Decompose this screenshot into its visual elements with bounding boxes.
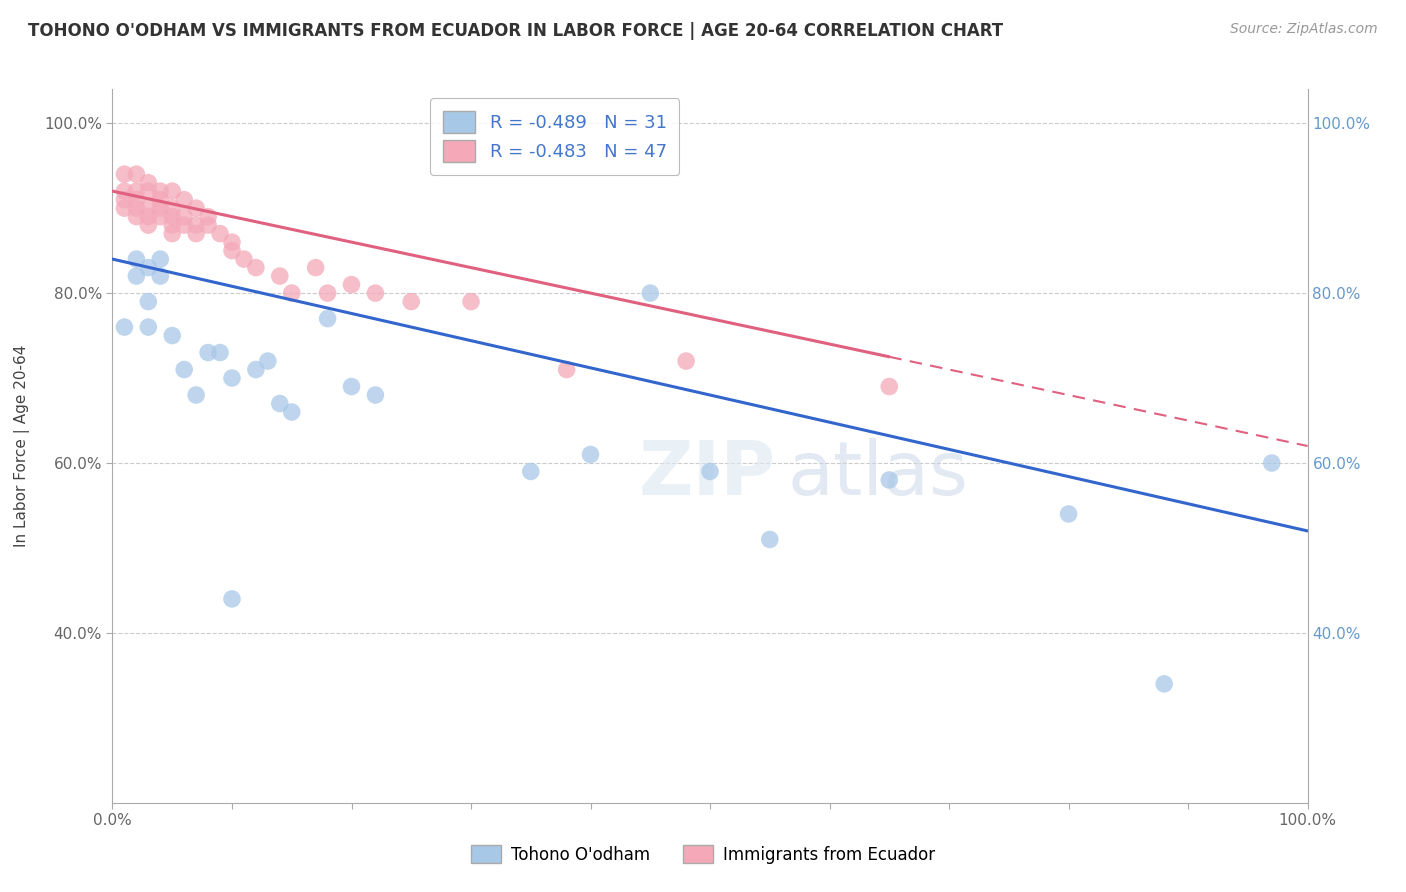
Point bbox=[162, 184, 183, 198]
Point bbox=[173, 218, 195, 232]
Point bbox=[197, 345, 219, 359]
Point bbox=[125, 210, 148, 224]
Point bbox=[186, 388, 208, 402]
Point bbox=[269, 269, 291, 284]
Point bbox=[114, 201, 135, 215]
Point bbox=[125, 167, 148, 181]
Point bbox=[579, 448, 602, 462]
Point bbox=[245, 260, 267, 275]
Point bbox=[125, 252, 148, 266]
Text: TOHONO O'ODHAM VS IMMIGRANTS FROM ECUADOR IN LABOR FORCE | AGE 20-64 CORRELATION: TOHONO O'ODHAM VS IMMIGRANTS FROM ECUADO… bbox=[28, 22, 1004, 40]
Point bbox=[340, 277, 363, 292]
Point bbox=[138, 201, 160, 215]
Point bbox=[138, 218, 160, 232]
Text: Source: ZipAtlas.com: Source: ZipAtlas.com bbox=[1230, 22, 1378, 37]
Point bbox=[209, 345, 232, 359]
Point bbox=[138, 184, 160, 198]
Point bbox=[114, 193, 135, 207]
Point bbox=[759, 533, 782, 547]
Point bbox=[1153, 677, 1175, 691]
Point bbox=[138, 320, 160, 334]
Point bbox=[316, 286, 339, 301]
Point bbox=[879, 473, 901, 487]
Point bbox=[460, 294, 482, 309]
Y-axis label: In Labor Force | Age 20-64: In Labor Force | Age 20-64 bbox=[14, 345, 30, 547]
Point bbox=[149, 210, 172, 224]
Point bbox=[138, 294, 160, 309]
Point bbox=[281, 286, 304, 301]
Point bbox=[138, 176, 160, 190]
Point bbox=[879, 379, 901, 393]
Point bbox=[221, 244, 243, 258]
Point bbox=[162, 201, 183, 215]
Point bbox=[114, 320, 135, 334]
Point bbox=[125, 269, 148, 284]
Point bbox=[149, 269, 172, 284]
Legend: R = -0.489   N = 31, R = -0.483   N = 47: R = -0.489 N = 31, R = -0.483 N = 47 bbox=[430, 98, 679, 175]
Point bbox=[555, 362, 578, 376]
Point bbox=[1261, 456, 1284, 470]
Point bbox=[221, 371, 243, 385]
Point bbox=[640, 286, 662, 301]
Point bbox=[173, 362, 195, 376]
Point bbox=[221, 591, 243, 606]
Point bbox=[209, 227, 232, 241]
Point bbox=[340, 379, 363, 393]
Point bbox=[125, 201, 148, 215]
Point bbox=[162, 227, 183, 241]
Point bbox=[149, 201, 172, 215]
Point bbox=[186, 218, 208, 232]
Point bbox=[1057, 507, 1080, 521]
Point bbox=[173, 210, 195, 224]
Point bbox=[316, 311, 339, 326]
Point bbox=[197, 210, 219, 224]
Point bbox=[221, 235, 243, 249]
Point bbox=[162, 328, 183, 343]
Point bbox=[162, 210, 183, 224]
Point bbox=[149, 252, 172, 266]
Point bbox=[197, 218, 219, 232]
Point bbox=[125, 193, 148, 207]
Point bbox=[114, 184, 135, 198]
Point bbox=[149, 184, 172, 198]
Point bbox=[520, 465, 543, 479]
Legend: Tohono O'odham, Immigrants from Ecuador: Tohono O'odham, Immigrants from Ecuador bbox=[464, 838, 942, 871]
Point bbox=[364, 388, 387, 402]
Point bbox=[173, 193, 195, 207]
Point bbox=[186, 227, 208, 241]
Point bbox=[401, 294, 423, 309]
Point bbox=[699, 465, 721, 479]
Point bbox=[114, 167, 135, 181]
Point bbox=[281, 405, 304, 419]
Point bbox=[149, 193, 172, 207]
Point bbox=[138, 210, 160, 224]
Point bbox=[162, 218, 183, 232]
Point bbox=[269, 396, 291, 410]
Point bbox=[125, 184, 148, 198]
Point bbox=[233, 252, 256, 266]
Text: atlas: atlas bbox=[787, 438, 969, 511]
Point bbox=[257, 354, 280, 368]
Point bbox=[245, 362, 267, 376]
Point bbox=[138, 260, 160, 275]
Text: ZIP: ZIP bbox=[638, 438, 776, 511]
Point bbox=[675, 354, 697, 368]
Point bbox=[186, 201, 208, 215]
Point bbox=[364, 286, 387, 301]
Point bbox=[305, 260, 328, 275]
